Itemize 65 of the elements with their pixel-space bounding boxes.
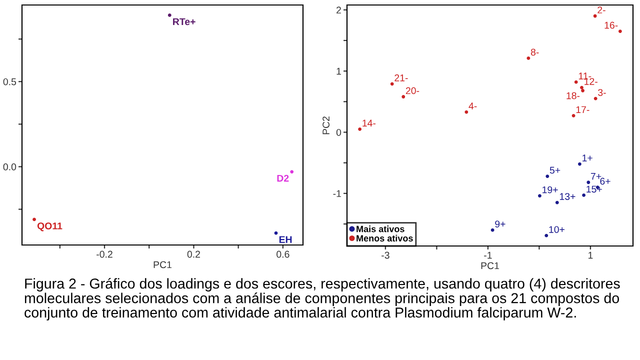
y-tick-label: 0.5 bbox=[3, 78, 16, 86]
annotation: 9+ bbox=[495, 220, 506, 228]
series-label: QO11 bbox=[37, 222, 62, 232]
point bbox=[574, 80, 578, 84]
legend-label: Menos ativos bbox=[356, 234, 413, 242]
x-axis-title: PC1 bbox=[154, 261, 172, 268]
y-axis-title: PC2 bbox=[322, 116, 330, 134]
annotation: 18- bbox=[566, 92, 580, 100]
annotation: 21- bbox=[394, 74, 408, 82]
point bbox=[490, 228, 494, 232]
annotation: 17- bbox=[576, 106, 590, 113]
point bbox=[544, 234, 548, 238]
point bbox=[358, 127, 362, 131]
annotation: 19+ bbox=[542, 186, 558, 194]
point bbox=[580, 86, 584, 90]
point bbox=[32, 218, 36, 222]
annotation: 3- bbox=[598, 89, 606, 96]
annotation: 15+ bbox=[586, 186, 602, 193]
point bbox=[402, 95, 406, 98]
point bbox=[290, 170, 294, 174]
y-tick-label: 1 bbox=[336, 68, 341, 75]
point bbox=[578, 162, 582, 166]
series-label: EH bbox=[279, 236, 292, 243]
point bbox=[555, 200, 559, 204]
x-tick-label: 0.2 bbox=[187, 250, 200, 258]
x-tick-label: 0.6 bbox=[276, 250, 290, 258]
x-tick-label: -0.2 bbox=[96, 250, 112, 258]
annotation: 12- bbox=[584, 78, 598, 85]
point bbox=[618, 30, 622, 34]
x-tick-label: 1 bbox=[588, 252, 593, 259]
point bbox=[546, 174, 550, 178]
annotation: 14- bbox=[362, 120, 376, 126]
x-tick-label: -3 bbox=[382, 252, 390, 259]
point bbox=[586, 180, 590, 184]
x-axis-title: PC1 bbox=[481, 262, 499, 270]
y-tick-label: 2 bbox=[336, 6, 341, 14]
point bbox=[594, 96, 598, 100]
point bbox=[464, 110, 468, 114]
annotation: 4- bbox=[468, 102, 477, 110]
series-label: D2 bbox=[277, 174, 289, 182]
text: Figura 2 - Gráfico dos loadings e dos escores, respectivamente, usando quatro (4) descritores moleculares selecionados com a análise de componentes principais para os 21 compostos do conjunto de treinamento com atividade antimalarial contra Plasmodium falciparum W-2. bbox=[24, 278, 620, 320]
legend-label: Mais ativos bbox=[356, 226, 404, 232]
y-tick-label: -1 bbox=[333, 190, 341, 197]
annotation: 16- bbox=[604, 22, 618, 29]
annotation: 8- bbox=[530, 48, 539, 56]
point bbox=[526, 56, 530, 60]
point bbox=[168, 14, 172, 17]
point bbox=[390, 82, 394, 86]
annotation: 13+ bbox=[560, 193, 576, 200]
annotation: 2- bbox=[598, 6, 606, 14]
annotation: 10+ bbox=[549, 226, 564, 233]
y-tick-label: 0.0 bbox=[3, 163, 16, 170]
series-label: RTe+ bbox=[173, 18, 196, 26]
y-tick-label: 0 bbox=[336, 128, 342, 136]
annotation: 7+ bbox=[590, 172, 602, 180]
annotation: 1+ bbox=[582, 154, 592, 162]
annotation: 20- bbox=[406, 87, 420, 94]
x-tick-label: -1 bbox=[484, 252, 492, 259]
point bbox=[538, 194, 542, 198]
annotation: 5+ bbox=[550, 166, 560, 174]
point bbox=[581, 88, 584, 92]
point bbox=[582, 194, 586, 197]
annotation: 11- bbox=[578, 72, 592, 80]
annotation: 6+ bbox=[600, 178, 610, 185]
point bbox=[572, 114, 576, 118]
